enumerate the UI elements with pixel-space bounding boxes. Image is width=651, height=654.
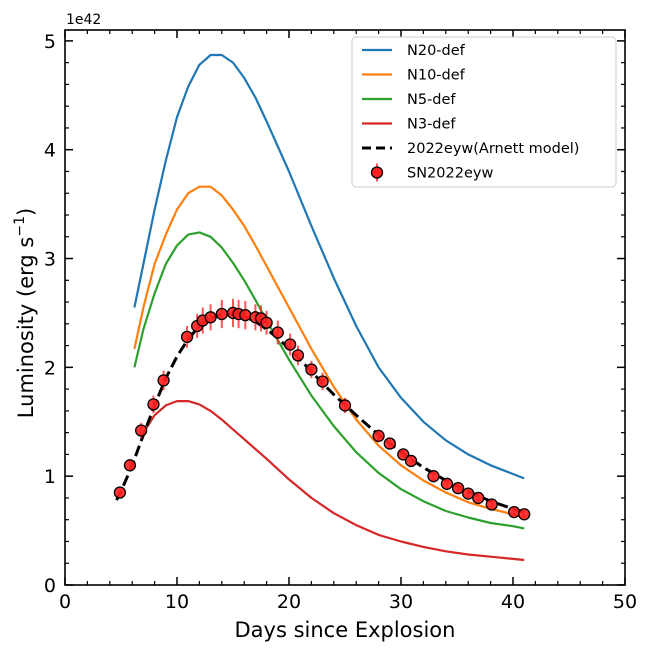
- plot-area: [113, 53, 531, 562]
- data-point: [157, 374, 170, 387]
- legend-label-n5-def: N5-def: [407, 92, 456, 108]
- y-axis-label: Luminosity (erg s−1): [12, 208, 38, 418]
- y-axis-label-close: ): [14, 208, 38, 216]
- series-line-n10-def: [133, 185, 525, 519]
- legend-label-n10-def: N10-def: [407, 68, 466, 84]
- data-point: [204, 311, 217, 324]
- data-point: [485, 498, 498, 511]
- y-tick-label: 5: [44, 31, 56, 53]
- data-point: [440, 477, 454, 490]
- data-point: [260, 316, 273, 329]
- legend: N20-def N10-def N5-def N3-def 2022eyw(Arnett…: [351, 36, 617, 188]
- y-tick-label: 0: [44, 575, 56, 597]
- series-line-n20-def: [133, 53, 525, 480]
- data-point: [135, 424, 148, 437]
- x-tick-label: 20: [277, 591, 301, 613]
- data-point: [472, 491, 485, 505]
- y-offset-label: 1e42: [66, 12, 101, 28]
- series-points-sn2022eyw: [113, 298, 531, 521]
- data-point: [271, 326, 284, 339]
- data-point: [518, 508, 531, 521]
- data-point: [507, 505, 521, 519]
- y-tick-label: 2: [44, 357, 56, 379]
- data-point: [305, 363, 318, 376]
- data-point: [215, 307, 228, 321]
- data-point: [123, 459, 137, 472]
- series-line-n3-def: [142, 400, 525, 562]
- y-tick-label: 3: [44, 249, 56, 271]
- data-point: [462, 487, 475, 500]
- x-tick-label: 10: [165, 591, 189, 613]
- x-tick-label: 30: [389, 591, 413, 613]
- data-point: [451, 481, 465, 495]
- data-point: [316, 375, 329, 388]
- legend-swatch-sn2022eyw: [370, 166, 384, 179]
- legend-box: [351, 36, 617, 188]
- data-point: [239, 308, 252, 322]
- data-point: [372, 429, 385, 443]
- legend-label-n20-def: N20-def: [407, 43, 466, 59]
- legend-label-n3-def: N3-def: [407, 117, 456, 133]
- x-axis-label: Days since Explosion: [235, 618, 456, 642]
- data-point: [113, 486, 127, 499]
- y-tick-label: 1: [44, 466, 56, 488]
- data-point: [338, 399, 352, 412]
- y-tick-label: 4: [44, 140, 56, 162]
- data-point: [147, 398, 160, 411]
- data-point: [283, 338, 297, 351]
- data-point: [397, 448, 410, 461]
- data-point: [404, 454, 418, 468]
- data-point: [180, 330, 194, 344]
- data-point: [427, 470, 440, 483]
- x-tick-label: 50: [613, 591, 637, 613]
- x-tick-label: 0: [59, 591, 71, 613]
- axes: 0 10 20 30 40 50 0 1 2 3 4 5: [44, 29, 637, 613]
- plot-frame: [64, 29, 626, 586]
- y-axis-label-exponent: −1: [12, 216, 28, 237]
- legend-label-2022eyw-arnett-model: 2022eyw(Arnett model): [407, 141, 579, 157]
- data-point: [291, 349, 305, 362]
- legend-label-sn2022eyw: SN2022eyw: [407, 166, 493, 182]
- data-point: [383, 437, 396, 450]
- y-axis-label-main: Luminosity (erg s: [14, 237, 38, 419]
- x-tick-label: 40: [501, 591, 525, 613]
